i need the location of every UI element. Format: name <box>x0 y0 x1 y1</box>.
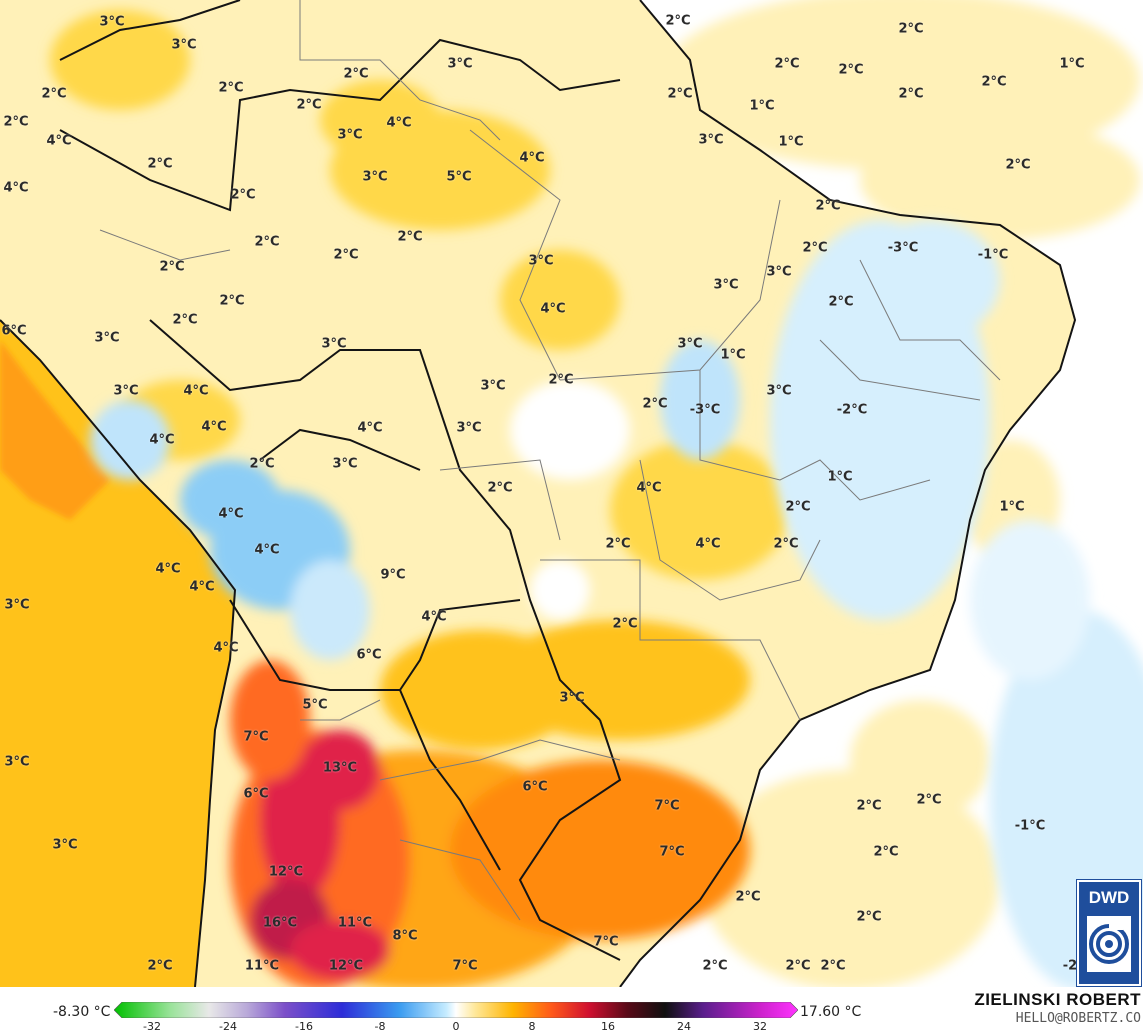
colorbar-tick-label: 24 <box>677 1020 691 1033</box>
colorbar-tick-label: 0 <box>452 1020 460 1033</box>
cold-regions <box>90 220 1000 660</box>
legend-footer: -8.30 °C -32 -24 -16 -8 0 8 16 24 32 17.60 °C ZI… <box>0 987 1143 1035</box>
author-name: ZIELINSKI ROBERT <box>974 990 1141 1009</box>
map-layer <box>0 0 1143 987</box>
colorbar-tick-label: -16 <box>295 1020 313 1033</box>
temperature-map: 3°C 3°C 2°C 3°C 2°C 2°C 2°C 2°C 2°C 1°C 2°C 2°C 2°C 2… <box>0 0 1143 987</box>
colorbar-min-label: -8.30 °C <box>53 1004 111 1020</box>
colorbar-max-label: 17.60 °C <box>800 1004 862 1020</box>
colorbar-gradient <box>114 1002 798 1018</box>
colorbar-tick-label: 16 <box>601 1020 615 1033</box>
author-email: HELLO@ROBERTZ.CO <box>1015 1011 1141 1026</box>
dwd-logo: DWD <box>1077 880 1141 986</box>
dwd-logo-text: DWD <box>1088 888 1130 907</box>
author-credit: ZIELINSKI ROBERT HELLO@ROBERTZ.CO <box>974 990 1141 1026</box>
colorbar <box>114 1002 798 1018</box>
colorbar-tick-label: 8 <box>528 1020 536 1033</box>
dwd-swirl-icon <box>1087 916 1131 972</box>
country-borders <box>0 0 1077 987</box>
colorbar-tick-label: -24 <box>219 1020 237 1033</box>
colorbar-tick-label: 32 <box>753 1020 767 1033</box>
colorbar-tick-label: -8 <box>374 1020 386 1033</box>
hot-regions <box>230 660 750 987</box>
atlantic-warm-patches <box>660 0 1140 987</box>
state-lines <box>99 0 1001 921</box>
warm-yellow-regions <box>50 10 790 750</box>
colorbar-tick-label: -32 <box>143 1020 161 1033</box>
